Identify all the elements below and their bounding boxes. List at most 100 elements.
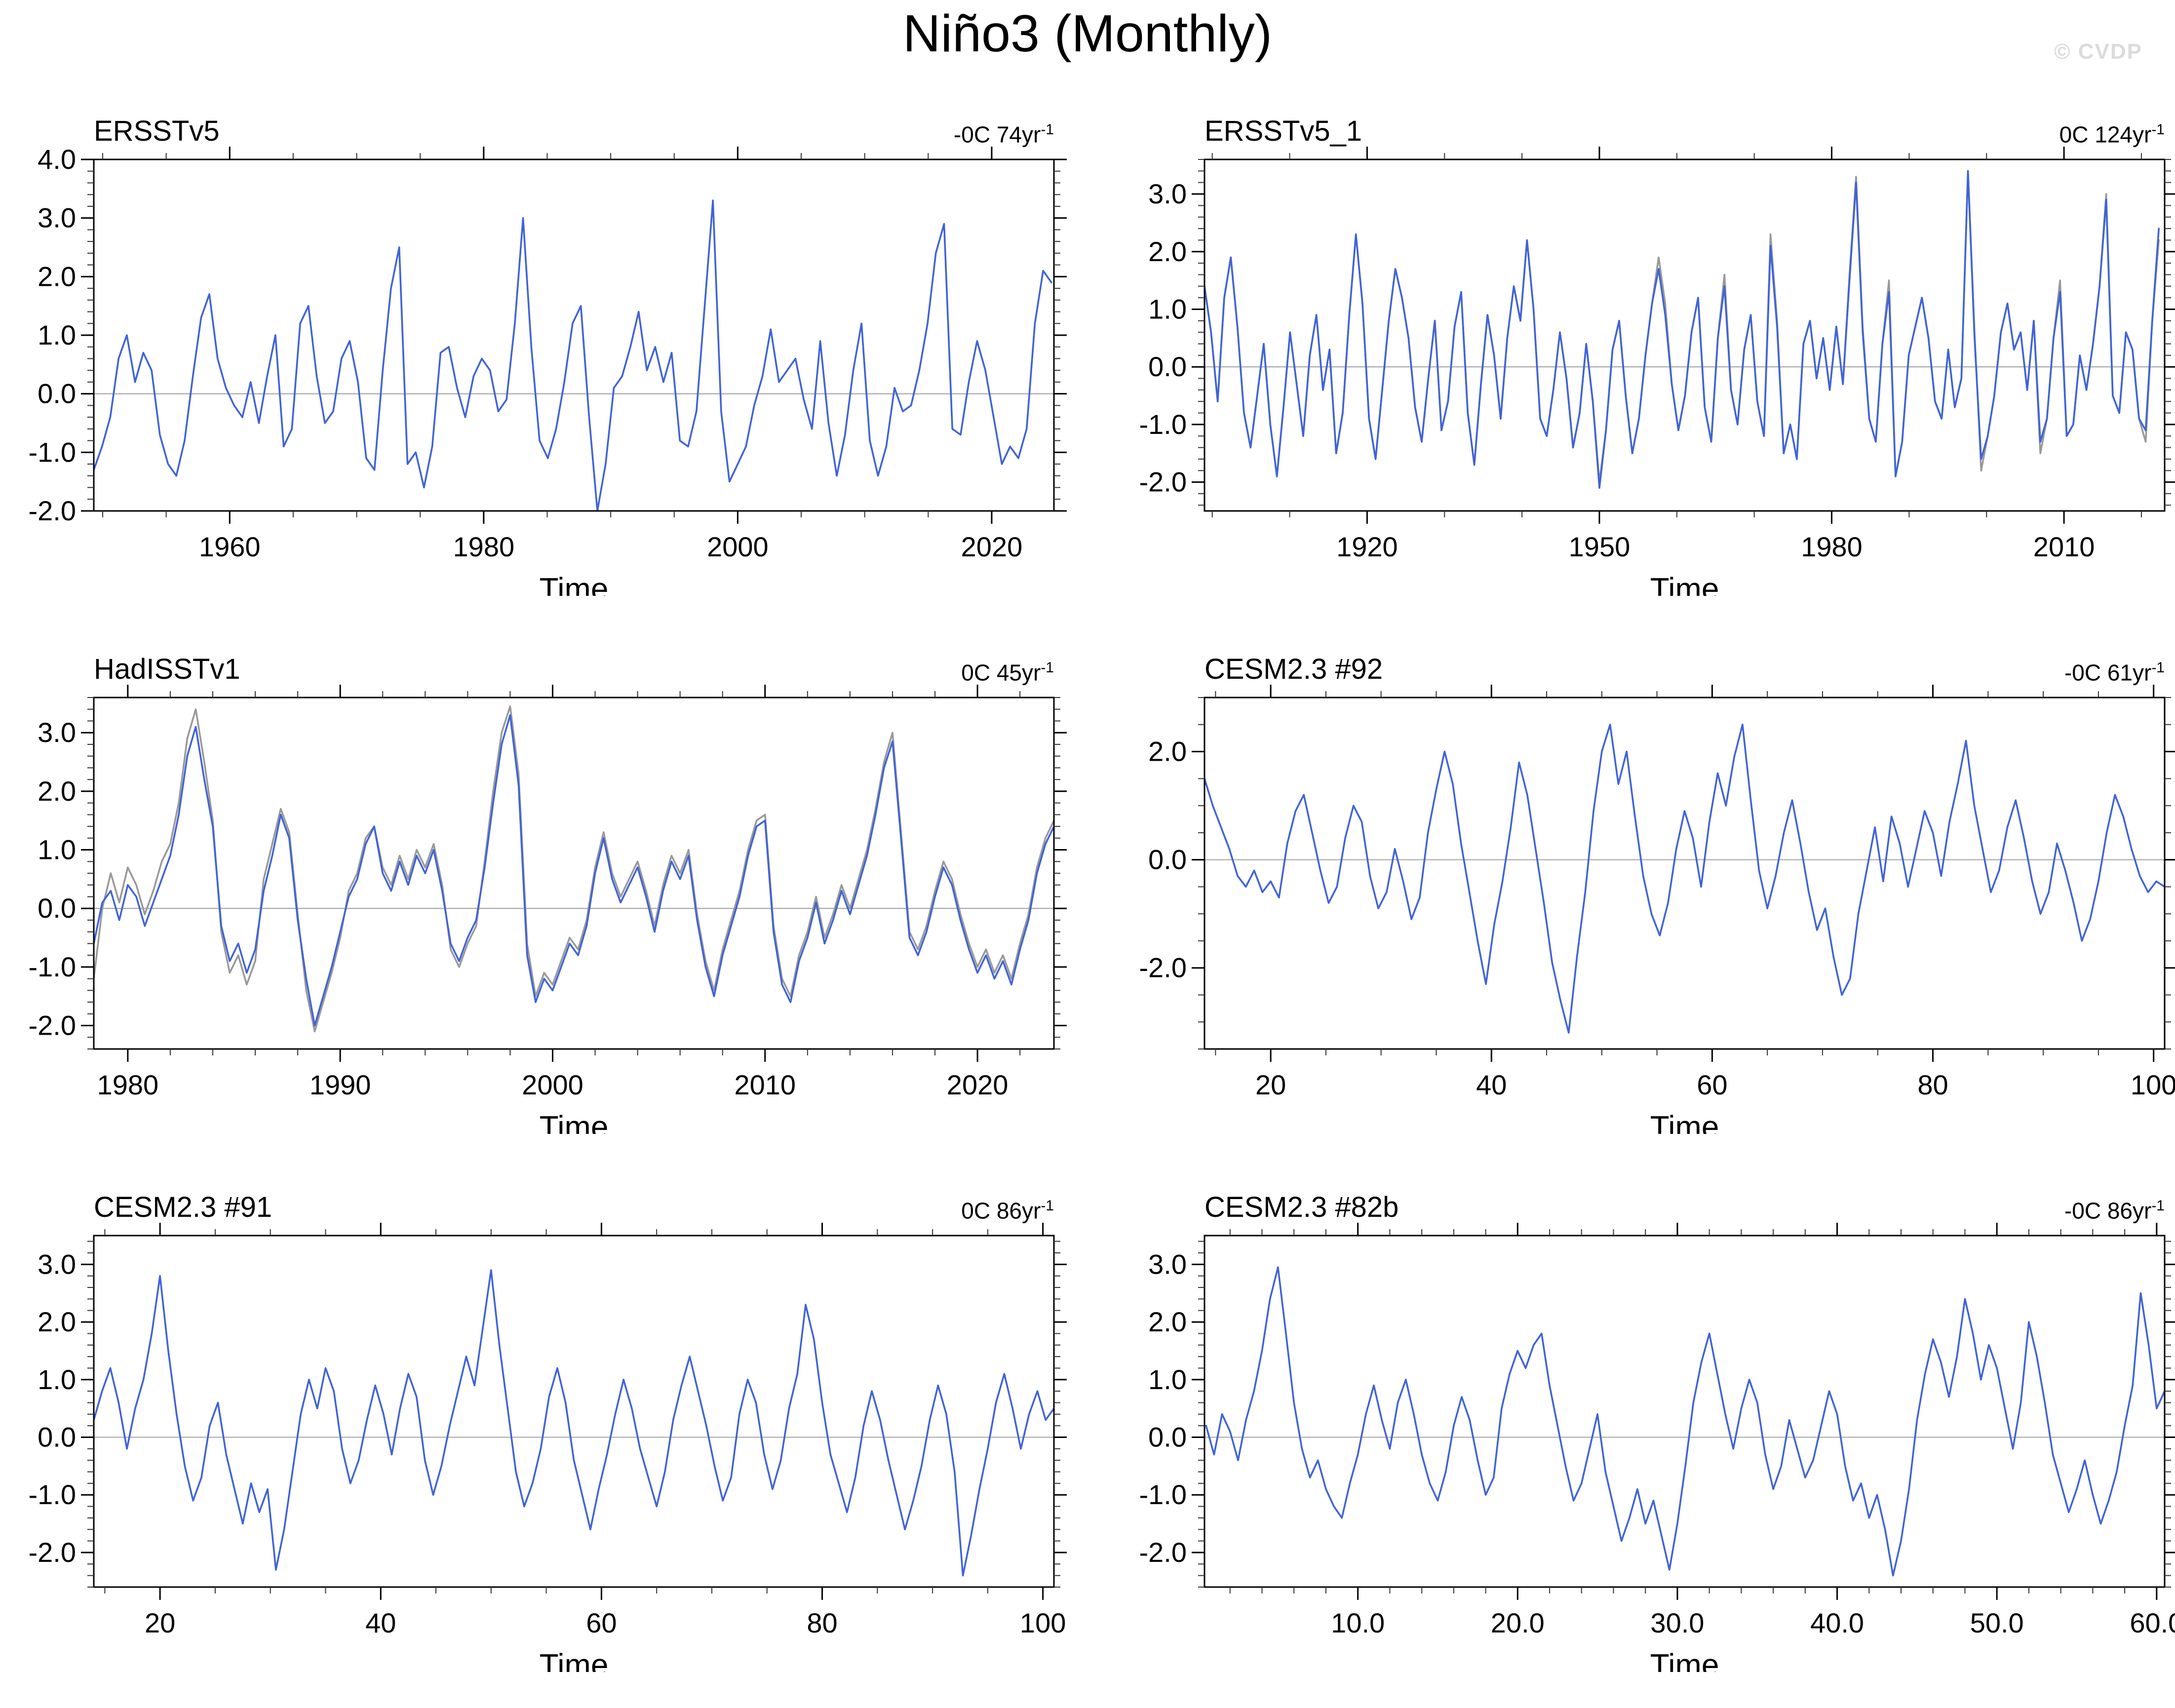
panel-header: CESM2.3 #91 0C 86yr-1 <box>94 1187 1054 1222</box>
x-axis-title: Time <box>1650 1109 1719 1134</box>
page-title: Niño3 (Monthly) <box>902 4 1273 63</box>
svg-text:2010: 2010 <box>2033 531 2095 562</box>
svg-text:0.0: 0.0 <box>38 378 76 409</box>
x-axis-title: Time <box>540 1647 609 1672</box>
x-axis-title: Time <box>1650 1647 1719 1672</box>
panel-title: CESM2.3 #92 <box>1204 653 1383 685</box>
panel-header: CESM2.3 #82b -0C 86yr-1 <box>1204 1187 2165 1222</box>
svg-text:3.0: 3.0 <box>38 202 76 233</box>
time-series-plot: 1920 1950 1980 2010 3.0 2.0 1.0 0.0 -1.0 -2.0 Time <box>1139 147 2175 596</box>
svg-text:40: 40 <box>1476 1069 1507 1100</box>
trend-exponent: -1 <box>2151 1197 2165 1214</box>
time-series-plot: 20 40 60 80 100 2.0 0.0 -2.0 Time <box>1139 685 2175 1134</box>
time-series-plot: 20 40 60 80 100 3.0 2.0 1.0 0.0 -1.0 -2.0 Time <box>29 1223 1067 1672</box>
svg-text:-1.0: -1.0 <box>1139 1479 1187 1510</box>
svg-text:-1.0: -1.0 <box>29 436 77 467</box>
panel-cesm23-82b: CESM2.3 #82b -0C 86yr-1 10.0 20.0 30.0 40.0… <box>1111 1187 2175 1672</box>
panel-title: CESM2.3 #91 <box>94 1191 272 1223</box>
svg-text:2.0: 2.0 <box>1148 1306 1187 1337</box>
svg-text:3.0: 3.0 <box>1148 1248 1187 1280</box>
svg-text:2.0: 2.0 <box>1148 236 1187 267</box>
svg-text:1.0: 1.0 <box>1148 293 1187 324</box>
trend-exponent: -1 <box>1041 1197 1054 1214</box>
trend-label: 0C 45yr-1 <box>961 659 1054 685</box>
svg-text:-1.0: -1.0 <box>29 1479 77 1510</box>
panel-header: ERSSTv5 -0C 74yr-1 <box>94 111 1054 146</box>
x-axis-title: Time <box>540 1109 609 1134</box>
svg-text:1.0: 1.0 <box>1148 1364 1187 1395</box>
svg-text:-1.0: -1.0 <box>1139 409 1187 440</box>
panel-cesm23-92: CESM2.3 #92 -0C 61yr-1 20 40 60 80 100 2.0 0.0… <box>1111 649 2175 1134</box>
svg-text:1.0: 1.0 <box>38 1364 76 1395</box>
svg-text:-2.0: -2.0 <box>1139 466 1187 498</box>
trend-exponent: -1 <box>2151 121 2165 138</box>
svg-text:1920: 1920 <box>1336 531 1398 562</box>
svg-text:20: 20 <box>145 1607 175 1638</box>
svg-text:2.0: 2.0 <box>38 776 76 807</box>
svg-text:40: 40 <box>365 1607 396 1638</box>
svg-text:60: 60 <box>586 1607 617 1638</box>
svg-text:0.0: 0.0 <box>38 893 76 924</box>
svg-text:80: 80 <box>1917 1069 1948 1100</box>
panel-hadisstv1: HadISSTv1 0C 45yr-1 1980 1990 2000 2010 2020… <box>0 649 1086 1134</box>
svg-text:2020: 2020 <box>947 1069 1009 1100</box>
trend-exponent: -1 <box>1041 659 1054 676</box>
panel-ersstv5: ERSSTv5 -0C 74yr-1 1960 1980 2000 2020 4.0 3.… <box>0 111 1086 596</box>
cvdp-watermark: © CVDP <box>2054 39 2142 64</box>
trend-label: -0C 86yr-1 <box>2064 1197 2165 1223</box>
svg-text:3.0: 3.0 <box>38 717 76 748</box>
svg-text:1960: 1960 <box>199 531 261 562</box>
svg-text:1980: 1980 <box>453 531 515 562</box>
svg-text:100: 100 <box>1020 1607 1066 1638</box>
svg-text:2.0: 2.0 <box>38 261 76 292</box>
svg-text:1.0: 1.0 <box>38 834 76 865</box>
svg-text:1.0: 1.0 <box>38 319 76 350</box>
svg-text:80: 80 <box>807 1607 837 1638</box>
svg-text:100: 100 <box>2131 1069 2175 1100</box>
svg-text:-2.0: -2.0 <box>1139 1537 1187 1568</box>
svg-text:3.0: 3.0 <box>1148 178 1187 209</box>
svg-text:50.0: 50.0 <box>1970 1607 2024 1638</box>
svg-text:0.0: 0.0 <box>1148 351 1187 382</box>
svg-text:2020: 2020 <box>961 531 1023 562</box>
svg-text:20.0: 20.0 <box>1491 1607 1545 1638</box>
x-axis-title: Time <box>1650 571 1719 596</box>
svg-text:0.0: 0.0 <box>38 1422 76 1453</box>
trend-label: -0C 74yr-1 <box>953 121 1054 147</box>
svg-text:2.0: 2.0 <box>1148 736 1187 767</box>
svg-text:3.0: 3.0 <box>38 1248 76 1280</box>
svg-text:10.0: 10.0 <box>1331 1607 1385 1638</box>
panel-header: ERSSTv5_1 0C 124yr-1 <box>1204 111 2165 146</box>
svg-text:60.0: 60.0 <box>2130 1607 2175 1638</box>
panel-title: CESM2.3 #82b <box>1204 1191 1399 1223</box>
svg-text:20: 20 <box>1255 1069 1286 1100</box>
svg-text:1980: 1980 <box>97 1069 159 1100</box>
svg-text:-2.0: -2.0 <box>29 495 77 526</box>
trend-label: 0C 124yr-1 <box>2059 121 2165 147</box>
svg-text:-1.0: -1.0 <box>29 951 77 982</box>
x-axis-title: Time <box>540 571 609 596</box>
svg-text:-2.0: -2.0 <box>1139 952 1187 983</box>
svg-text:2010: 2010 <box>734 1069 796 1100</box>
svg-text:-2.0: -2.0 <box>29 1537 77 1568</box>
panel-ersstv5-1: ERSSTv5_1 0C 124yr-1 1920 1950 1980 2010 3.0… <box>1111 111 2175 596</box>
svg-text:1980: 1980 <box>1801 531 1863 562</box>
panel-title: HadISSTv1 <box>94 653 240 685</box>
svg-text:2000: 2000 <box>707 531 769 562</box>
svg-text:40.0: 40.0 <box>1810 1607 1864 1638</box>
time-series-plot: 1980 1990 2000 2010 2020 3.0 2.0 1.0 0.0 -1.0 -2.0… <box>29 685 1067 1134</box>
svg-text:-2.0: -2.0 <box>29 1010 77 1041</box>
time-series-plot: 10.0 20.0 30.0 40.0 50.0 60.0 3.0 2.0 1.0 0.0 -1.0… <box>1139 1223 2175 1672</box>
panel-title: ERSSTv5 <box>94 115 220 147</box>
svg-text:4.0: 4.0 <box>38 146 76 175</box>
svg-text:1950: 1950 <box>1569 531 1631 562</box>
trend-exponent: -1 <box>1041 121 1054 138</box>
panel-header: HadISSTv1 0C 45yr-1 <box>94 649 1054 684</box>
svg-text:0.0: 0.0 <box>1148 1422 1187 1453</box>
svg-text:0.0: 0.0 <box>1148 844 1187 875</box>
panel-title: ERSSTv5_1 <box>1204 115 1362 147</box>
trend-label: 0C 86yr-1 <box>961 1197 1054 1223</box>
trend-label: -0C 61yr-1 <box>2064 659 2165 685</box>
svg-text:2.0: 2.0 <box>38 1306 76 1337</box>
svg-text:30.0: 30.0 <box>1650 1607 1704 1638</box>
